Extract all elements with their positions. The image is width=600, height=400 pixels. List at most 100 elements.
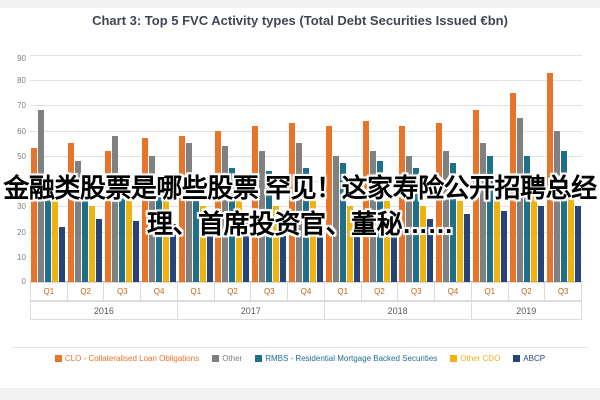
bar [369,151,376,282]
bar-group-2016-Q3 [104,55,141,282]
y-tick-label: 0 [21,277,26,286]
quarter-label: Q3 [544,282,583,301]
y-tick-label: 60 [17,127,26,136]
overlay-headline-line1: 金融类股票是哪些股票 罕见！这家寿险公开招聘总经 [3,173,597,203]
legend-label: CLO - Collateralised Loan Obligations [64,354,200,363]
bar [399,126,406,282]
bar [567,194,574,282]
bar-group-2019-Q1 [472,55,509,282]
gridline [30,55,582,56]
bar [206,219,213,282]
bar [148,156,155,282]
bar [443,151,450,282]
bar [252,126,259,282]
quarter-label: Q3 [397,282,436,301]
y-tick-label: 50 [17,152,26,161]
bar-groups [30,55,582,282]
quarter-label: Q1 [30,282,68,301]
bar [288,123,295,282]
legend-label: ABCP [523,354,546,363]
bar-group-2017-Q2 [214,55,251,282]
quarter-label: Q3 [250,282,289,301]
legend-item: Other CDO [450,354,500,363]
bar [215,131,222,282]
bar [302,168,309,282]
bar [309,201,316,282]
bar [52,194,59,282]
bar [162,199,169,282]
bar [457,201,464,282]
bar-group-2018-Q1 [324,55,361,282]
bar [353,219,360,282]
bar [89,206,96,282]
bar [537,206,544,282]
legend-item: Other [212,354,242,363]
bar [472,110,479,282]
bar-group-2018-Q3 [398,55,435,282]
bar [59,227,66,282]
legend-swatch [212,355,220,362]
bar [75,161,82,282]
quarter-label: Q1 [470,282,509,301]
y-tick-label: 80 [17,76,26,85]
bar [450,163,457,282]
bar [236,201,243,282]
legend-item: RMBS - Residential Mortgage Backed Secur… [255,354,437,363]
y-tick-label: 10 [17,253,26,262]
bar [493,199,500,282]
year-label-2019: 2019 [470,301,582,320]
legend-label: RMBS - Residential Mortgage Backed Secur… [265,354,438,363]
bar [280,219,287,282]
y-tick-label: 70 [17,101,26,110]
bar [38,110,45,282]
gridline [30,80,582,81]
bar [96,219,103,282]
bar [104,151,111,282]
bar [376,161,383,282]
quarter-label: Q4 [140,282,178,301]
plot-area [30,55,582,282]
x-axis-year-row: 2016 2017 2018 2019 [30,301,582,320]
bar [295,143,302,282]
bar [259,151,266,282]
bar-group-2017-Q1 [177,55,214,282]
quarter-label: Q3 [103,282,142,301]
bar [553,131,560,282]
bar-group-2019-Q3 [545,55,582,282]
quarter-label: Q2 [507,282,546,301]
bar [406,156,413,282]
bar [199,206,206,282]
quarter-label: Q4 [287,282,325,301]
bar [192,176,199,282]
bar [530,194,537,282]
quarter-label: Q4 [434,282,472,301]
bar [383,201,390,282]
year-label-2016: 2016 [30,301,178,320]
bar [390,211,397,282]
bar [68,143,75,282]
bar [464,214,471,282]
chart-title: Chart 3: Top 5 FVC Activity types (Total… [92,13,508,28]
bar-group-2019-Q2 [508,55,545,282]
bar [229,168,236,282]
bar [560,151,567,282]
top-margin-band [0,0,600,8]
bar [339,163,346,282]
legend-swatch [54,355,62,362]
bar [31,148,38,282]
overlay-headline-line2: 理、首席投资官、董秘…… [146,209,454,239]
legend: CLO - Collateralised Loan Obligations Oth… [12,347,588,363]
bar [141,138,148,282]
bar [346,206,353,282]
bar [574,206,581,282]
bar [523,156,530,282]
bar [266,171,273,282]
bar [316,214,323,282]
bar [486,156,493,282]
x-axis-quarter-row: Q1 Q2 Q3 Q4 Q1 Q2 Q3 Q4 Q1 Q2 Q3 Q4 Q1 Q2 Q3 [30,282,583,301]
bar [436,123,443,282]
bar [125,201,132,282]
bottom-margin-band [0,388,600,400]
bar [427,219,434,282]
